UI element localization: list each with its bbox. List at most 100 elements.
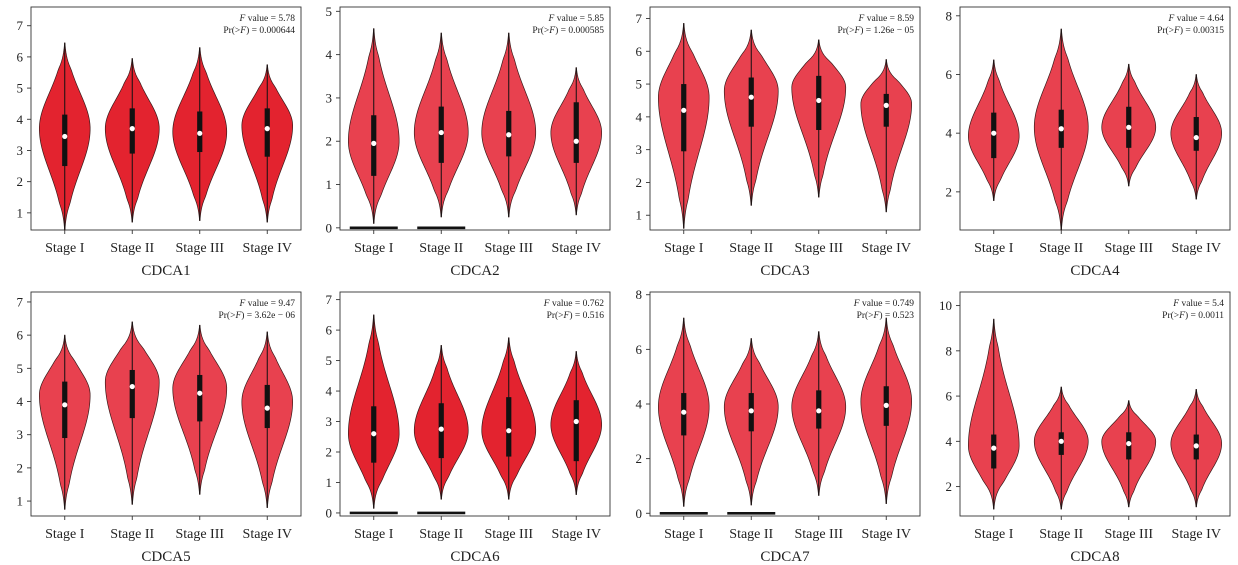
panel-CDCA5: 1 2 3 4 5 6 7 Stage I Stage II Stage III Stage IV C… [17, 291, 302, 565]
median-point [573, 418, 579, 425]
x-tick-label: Stage III [794, 241, 843, 256]
x-tick-label: Stage II [729, 241, 773, 256]
panel-CDCA4: 2 4 6 8 Stage I Stage II Stage III Stage IV CDCA… [946, 6, 1231, 279]
x-tick-label: Stage IV [862, 241, 911, 256]
y-tick-label: 2 [326, 445, 333, 460]
x-tick-label: Stage IV [862, 527, 911, 542]
median-point [506, 428, 512, 434]
y-tick-label: 4 [636, 397, 643, 412]
x-tick-label: Stage I [664, 527, 704, 542]
median-point [681, 409, 687, 415]
median-point [883, 102, 889, 108]
median-point [438, 426, 444, 432]
x-tick-label: Stage IV [1172, 527, 1221, 542]
median-point [264, 405, 270, 411]
iqr-box [573, 400, 579, 462]
f-value-label: F value = 9.47 [239, 299, 296, 309]
x-tick-label: Stage I [974, 241, 1014, 256]
median-point [62, 402, 68, 408]
y-tick-label: 7 [636, 11, 643, 26]
panel-CDCA7: 0 2 4 6 8 Stage I Stage II Stage III Stage IV CDC… [636, 287, 921, 565]
y-tick-label: 5 [326, 353, 333, 368]
y-tick-label: 1 [17, 494, 24, 509]
gene-label: CDCA5 [141, 549, 190, 565]
median-point [1126, 124, 1132, 130]
y-tick-label: 8 [946, 8, 953, 23]
median-point [748, 94, 754, 100]
x-tick-label: Stage II [419, 241, 463, 256]
median-point [438, 129, 444, 136]
x-tick-label: Stage II [729, 527, 773, 542]
x-tick-label: Stage III [175, 241, 224, 256]
y-tick-label: 7 [17, 18, 24, 33]
y-tick-label: 6 [636, 342, 643, 357]
f-value-label: F value = 5.4 [1172, 299, 1224, 309]
median-point [573, 138, 579, 144]
median-point [991, 130, 997, 136]
median-point [816, 408, 822, 414]
median-point [1193, 443, 1199, 449]
x-tick-label: Stage I [45, 527, 85, 542]
plot-frame [649, 6, 921, 231]
panel-CDCA2: 0 1 2 3 4 5 Stage I Stage II Stage III Stage IV CD… [326, 4, 611, 279]
y-tick-label: 6 [17, 328, 24, 343]
x-tick-label: Stage I [664, 241, 704, 256]
y-tick-label: 6 [946, 389, 953, 404]
y-tick-label: 3 [326, 414, 333, 429]
gene-label: CDCA6 [450, 549, 500, 565]
x-tick-label: Stage IV [243, 241, 292, 256]
y-tick-label: 6 [636, 44, 643, 59]
x-tick-label: Stage II [110, 527, 154, 542]
plot-frame [959, 291, 1231, 517]
y-tick-label: 2 [946, 479, 953, 494]
iqr-box [991, 434, 997, 469]
f-value-label: F value = 8.59 [858, 14, 915, 24]
plot-frame [339, 291, 611, 517]
median-point [506, 132, 512, 138]
median-point [1193, 134, 1199, 141]
y-tick-label: 6 [326, 323, 333, 338]
median-point [1058, 126, 1064, 132]
plot-frame [959, 6, 1231, 231]
iqr-box [62, 381, 68, 439]
iqr-box [264, 108, 270, 157]
panel-CDCA8: 2 4 6 8 10 Stage I Stage II Stage III Stage IV CD… [939, 291, 1231, 565]
plot-frame [339, 6, 611, 231]
f-value-label: F value = 4.64 [1168, 14, 1225, 24]
median-point [371, 140, 377, 146]
x-tick-label: Stage I [354, 527, 394, 542]
p-value-label: Pr(>F) = 0.000585 [532, 25, 604, 36]
y-tick-label: 3 [17, 427, 24, 442]
f-value-label: F value = 0.749 [853, 299, 914, 309]
y-tick-label: 0 [326, 220, 333, 235]
iqr-box [1193, 117, 1199, 151]
median-point [991, 445, 997, 451]
median-point [264, 126, 270, 132]
p-value-label: Pr(>F) = 0.000644 [223, 25, 295, 36]
y-tick-label: 10 [939, 298, 952, 313]
median-point [129, 126, 135, 132]
y-tick-label: 4 [17, 112, 24, 127]
panel-CDCA6: 0 1 2 3 4 5 6 7 Stage I Stage II Stage III Stage IV… [326, 291, 611, 565]
iqr-box [197, 374, 203, 422]
y-tick-label: 7 [17, 294, 24, 309]
p-value-label: Pr(>F) = 1.26e − 05 [837, 25, 914, 36]
x-tick-label: Stage II [1039, 241, 1083, 256]
y-tick-label: 5 [17, 81, 24, 96]
gene-label: CDCA1 [141, 263, 190, 279]
iqr-box [681, 84, 687, 152]
y-tick-label: 4 [326, 384, 333, 399]
median-point [62, 133, 68, 140]
y-tick-label: 1 [326, 475, 333, 490]
y-tick-label: 2 [946, 184, 953, 199]
y-tick-label: 5 [326, 4, 333, 19]
y-tick-label: 4 [636, 109, 643, 124]
p-value-label: Pr(>F) = 0.523 [857, 310, 915, 321]
y-tick-label: 3 [326, 90, 333, 105]
median-point [748, 408, 754, 414]
x-tick-label: Stage I [354, 241, 394, 256]
x-tick-label: Stage III [1104, 241, 1153, 256]
f-value-label: F value = 5.85 [548, 14, 605, 24]
p-value-label: Pr(>F) = 0.00315 [1157, 25, 1224, 36]
